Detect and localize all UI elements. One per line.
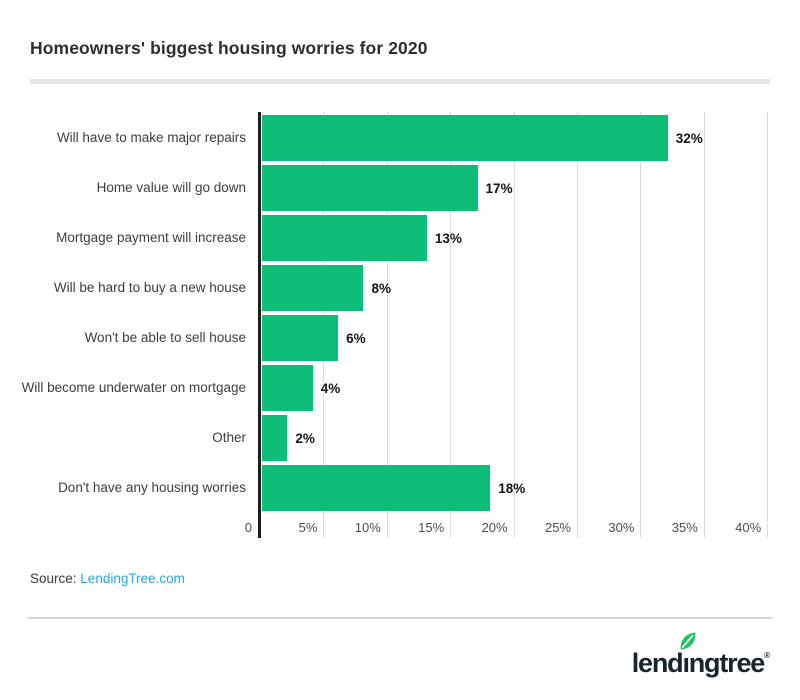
bar xyxy=(262,415,288,461)
gridline xyxy=(386,112,388,538)
x-tick-label: 15% xyxy=(418,520,445,535)
source-label: Source: xyxy=(30,571,77,586)
gridline xyxy=(577,112,578,538)
bar xyxy=(262,115,668,161)
page-title: Homeowners' biggest housing worries for … xyxy=(30,38,428,58)
source-link[interactable]: LendingTree.com xyxy=(80,571,185,586)
category-label: Other xyxy=(212,430,246,446)
x-tick-label: 10% xyxy=(354,520,381,535)
bar xyxy=(262,215,427,261)
bar xyxy=(262,365,313,411)
category-label: Home value will go down xyxy=(96,180,246,196)
x-tick-label: 0 xyxy=(244,520,252,535)
value-label: 13% xyxy=(434,230,462,246)
category-label: Won't be able to sell house xyxy=(84,330,246,346)
x-tick-label: 25% xyxy=(544,520,571,535)
category-label: Mortgage payment will increase xyxy=(56,230,246,246)
value-label: 17% xyxy=(485,180,513,196)
registered-mark: ® xyxy=(764,651,770,660)
value-label: 2% xyxy=(295,430,315,446)
gridline xyxy=(703,112,705,538)
value-label: 32% xyxy=(675,130,703,146)
value-label: 18% xyxy=(498,480,526,496)
gridline xyxy=(640,112,642,538)
gridline xyxy=(767,112,769,538)
bar xyxy=(262,165,478,211)
bar xyxy=(262,265,364,311)
title-divider xyxy=(30,79,770,84)
lendingtree-logo: lendı ngtree® xyxy=(631,632,770,680)
logo-wordmark: lendı ngtree® xyxy=(631,632,770,679)
bar xyxy=(262,465,491,511)
gridline xyxy=(513,112,515,538)
value-label: 6% xyxy=(346,330,366,346)
logo-letter-i: ı xyxy=(681,632,696,679)
x-tick-label: 30% xyxy=(608,520,635,535)
category-label: Will have to make major repairs xyxy=(56,130,246,146)
logo-text-part2: ngtree xyxy=(688,648,766,678)
category-label: Don't have any housing worries xyxy=(58,480,246,496)
logo-text-part1: lend xyxy=(631,648,684,678)
footer-divider xyxy=(28,617,772,619)
x-tick-label: 35% xyxy=(671,520,698,535)
gridline xyxy=(450,112,452,538)
category-label: Will become underwater on mortgage xyxy=(21,380,246,396)
bar-chart: Will have to make major repairs 32% Home v… xyxy=(0,112,800,538)
value-label: 8% xyxy=(371,280,391,296)
x-tick-label: 40% xyxy=(735,520,762,535)
y-axis-line xyxy=(258,112,261,538)
bar xyxy=(262,315,339,361)
value-label: 4% xyxy=(320,380,341,396)
category-label: Will be hard to buy a new house xyxy=(53,280,246,296)
x-tick-label: 20% xyxy=(481,520,508,535)
source-line: Source: LendingTree.com xyxy=(30,571,185,586)
x-tick-label: 5% xyxy=(298,520,318,535)
leaf-icon xyxy=(681,632,696,650)
